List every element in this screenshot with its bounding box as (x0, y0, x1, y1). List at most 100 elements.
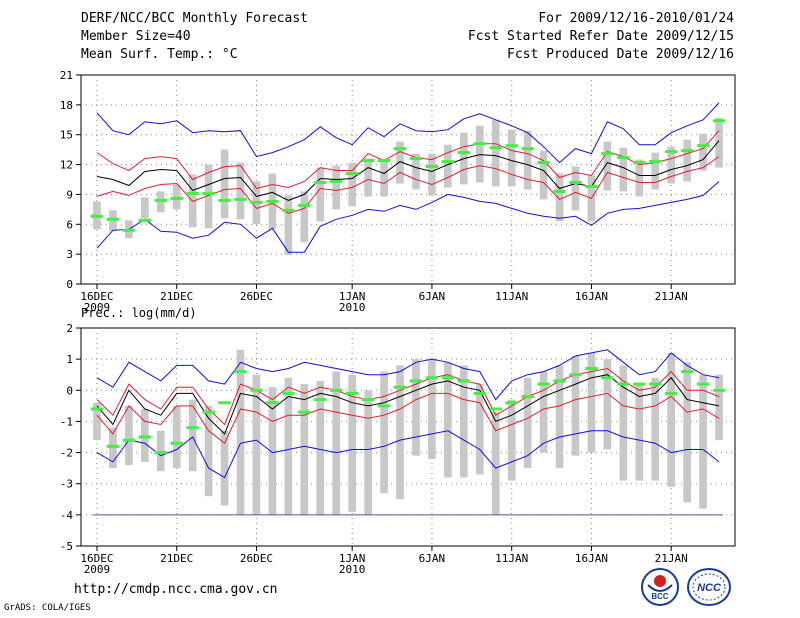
temp-ensemble-mean-marker (409, 157, 423, 161)
temp-y-tick-label: 15 (60, 129, 73, 142)
temp-ensemble-box (683, 139, 691, 182)
prec-y-tick-label: -2 (60, 447, 73, 460)
temp-ensemble-mean-marker (601, 152, 614, 156)
temp-x-tick-label: 16JAN (575, 290, 608, 303)
temp-ensemble-box (635, 159, 644, 197)
prec-y-tick-label: -1 (60, 415, 73, 428)
temp-ensemble-mean-marker (680, 149, 694, 153)
temp-ensemble-mean-marker (266, 199, 279, 203)
temp-ensemble-box (396, 141, 404, 184)
temp-ensemble-mean-marker (505, 144, 518, 148)
temp-ensemble-mean-marker (377, 159, 391, 163)
temp-ensemble-mean-marker (393, 147, 407, 151)
temp-ensemble-box (507, 129, 516, 187)
precipitation-panel-title: Prec.: log(mm/d) (81, 306, 197, 320)
prec-ensemble-mean-marker (425, 376, 439, 380)
prec-x-tick-label: 16DEC (80, 552, 113, 565)
ncc-logo: NCC (687, 568, 731, 606)
temp-ensemble-mean-marker (361, 159, 375, 163)
temp-x-tick-label: 16DEC (80, 290, 113, 303)
prec-y-tick-label: 1 (66, 353, 73, 366)
prec-ensemble-box (651, 377, 660, 481)
temp-ensemble-mean-marker (712, 119, 726, 123)
prec-ensemble-mean-marker (601, 376, 614, 380)
temp-high-percentile-line (96, 130, 720, 190)
temp-ensemble-box (571, 166, 580, 211)
temp-ensemble-box (523, 130, 532, 190)
temp-y-tick-label: 3 (66, 248, 73, 261)
prec-ensemble-box (491, 412, 500, 515)
prec-x-tick-label: 26DEC (240, 552, 273, 565)
prec-ensemble-box (125, 405, 133, 466)
prec-ensemble-box (523, 377, 532, 469)
temp-ensemble-box (220, 149, 229, 219)
temp-ensemble-mean-marker (90, 214, 104, 218)
member-size-label: Member Size=40 (81, 29, 191, 44)
prec-ensemble-box (284, 377, 293, 515)
prec-min-line (96, 430, 720, 479)
temp-y-tick-label: 9 (66, 188, 73, 201)
grads-credit: GrADS: COLA/IGES (4, 603, 91, 613)
prec-high-percentile-line (96, 367, 720, 426)
temp-y-tick-label: 6 (66, 218, 73, 231)
ncc-logo-text: NCC (697, 582, 722, 594)
prec-ensemble-mean-marker (696, 382, 710, 386)
chart-title: DERF/NCC/BCC Monthly Forecast (81, 11, 308, 26)
prec-ensemble-mean-marker (90, 407, 104, 411)
prec-ensemble-box (555, 365, 564, 469)
temp-ensemble-box (204, 164, 213, 229)
prec-ensemble-box (396, 365, 404, 500)
prec-ensemble-box (364, 390, 372, 515)
prec-ensemble-mean-marker (266, 401, 279, 405)
bcc-logo: BCC (641, 568, 679, 606)
precipitation-panel: -5 -4 -3 -2 -1 0 1 2 16DEC 21DEC 26DEC 1JAN 6JAN 11JA… (60, 322, 736, 576)
prec-ensemble-mean-marker (329, 388, 343, 392)
temp-ensemble-mean-marker (553, 189, 566, 193)
prec-ensemble-mean-marker (218, 401, 231, 405)
prec-ensemble-box (172, 405, 181, 469)
prec-ensemble-box (603, 359, 612, 450)
temp-ensemble-box (236, 162, 245, 220)
prec-ensemble-box (667, 352, 676, 487)
prec-ensemble-mean-marker (489, 407, 502, 411)
prec-ensemble-mean-marker (345, 391, 359, 395)
prec-ensemble-box (252, 374, 261, 515)
prec-ensemble-mean-marker (138, 435, 152, 439)
prec-ensemble-box (156, 430, 165, 472)
prec-y-tick-label: -4 (60, 509, 74, 522)
temp-ensemble-mean-marker (345, 172, 359, 176)
temp-ensemble-box (412, 153, 420, 190)
prec-x-tick-label: 21JAN (655, 552, 688, 565)
prec-ensemble-box (332, 371, 341, 515)
prec-low-percentile-line (96, 392, 720, 444)
prec-ensemble-mean-marker (585, 366, 598, 370)
temp-ensemble-box (491, 119, 500, 187)
prec-plot-frame (80, 327, 736, 547)
temp-ensemble-mean-marker (569, 180, 582, 184)
temp-ensemble-box (444, 144, 452, 188)
prec-ensemble-mean-marker (393, 385, 407, 389)
temp-x-tick-label: 26DEC (240, 290, 273, 303)
prec-ensemble-mean-marker (282, 391, 295, 395)
temp-ensemble-box (539, 150, 548, 200)
prec-ensemble-mean-marker (521, 395, 534, 399)
prec-ensemble-mean-marker (441, 376, 455, 380)
prec-ensemble-mean-marker (106, 444, 120, 448)
temp-ensemble-box (555, 173, 564, 222)
temp-ensemble-mean-marker (186, 191, 199, 195)
temp-ensemble-box (619, 147, 628, 192)
prec-x-tick-label: 1JAN (339, 552, 366, 565)
temp-y-tick-label: 0 (66, 278, 73, 291)
temp-x-tick-label: 1JAN (339, 290, 366, 303)
prec-ensemble-box (715, 374, 723, 441)
prec-ensemble-mean-marker (617, 382, 630, 386)
source-url[interactable]: http://cmdp.ncc.cma.gov.cn (74, 582, 278, 597)
prec-ensemble-box (93, 402, 101, 441)
prec-ensemble-box (635, 384, 644, 481)
prec-ensemble-mean-marker (664, 391, 678, 395)
prec-ensemble-box (140, 408, 149, 462)
temp-ensemble-box (715, 117, 723, 168)
temp-x-tick-label: 21JAN (655, 290, 688, 303)
prec-year-label: 2010 (339, 563, 366, 576)
